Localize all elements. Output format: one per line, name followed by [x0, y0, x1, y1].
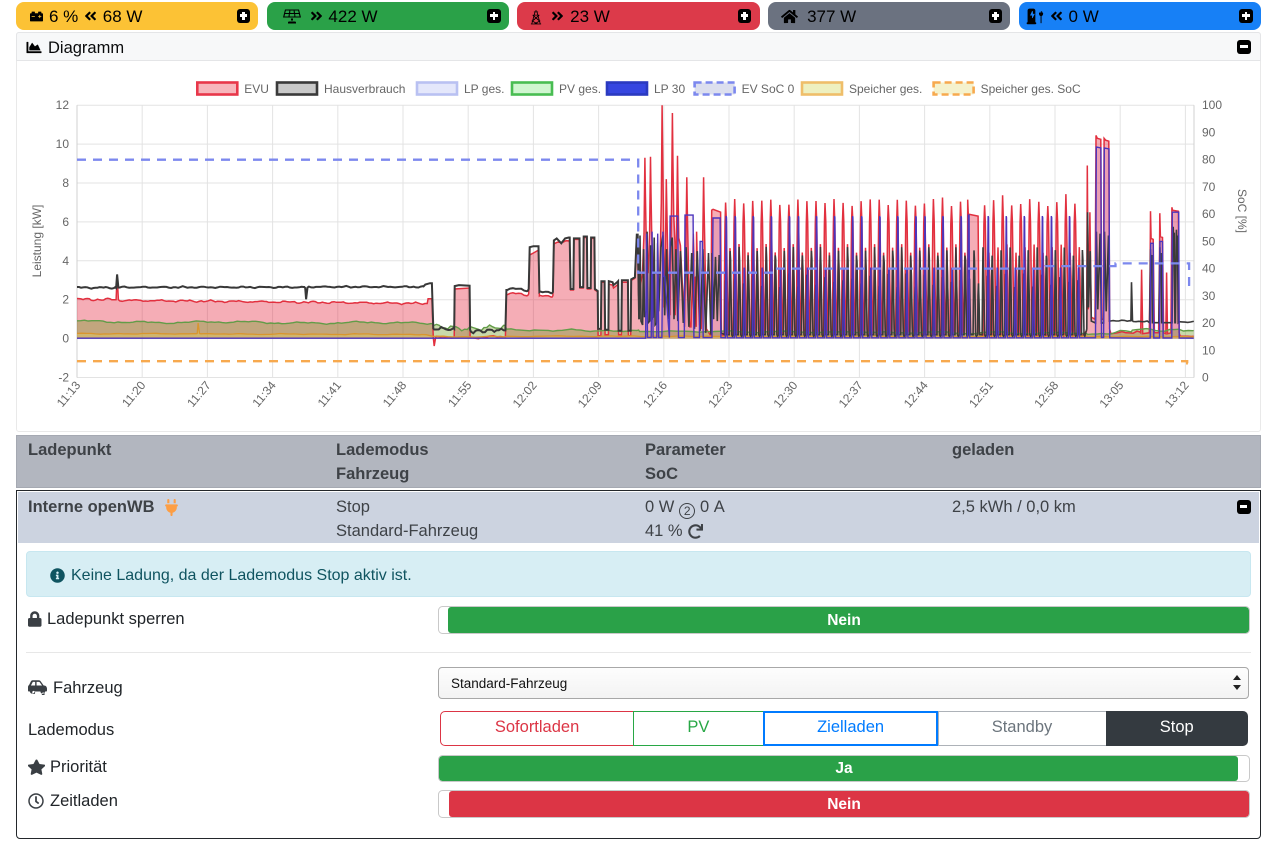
- svg-text:2: 2: [62, 293, 69, 307]
- svg-text:12:37: 12:37: [836, 378, 866, 410]
- svg-text:-2: -2: [58, 371, 69, 385]
- svg-text:12:30: 12:30: [770, 378, 800, 410]
- svg-text:11:27: 11:27: [184, 378, 214, 410]
- svg-text:12:58: 12:58: [1031, 378, 1061, 410]
- svg-text:80: 80: [1202, 153, 1216, 167]
- svg-text:EVU: EVU: [244, 82, 269, 96]
- svg-text:12:02: 12:02: [510, 378, 540, 410]
- svg-text:EV SoC 0: EV SoC 0: [742, 82, 795, 96]
- svg-text:4: 4: [62, 254, 69, 268]
- svg-text:6: 6: [62, 215, 69, 229]
- svg-text:40: 40: [1202, 262, 1216, 276]
- svg-text:12:16: 12:16: [640, 378, 670, 410]
- svg-text:10: 10: [56, 137, 70, 151]
- svg-text:LP 30: LP 30: [654, 82, 685, 96]
- svg-text:60: 60: [1202, 207, 1216, 221]
- svg-text:12:23: 12:23: [705, 378, 735, 410]
- svg-text:11:20: 11:20: [119, 378, 149, 410]
- svg-text:Leistung [kW]: Leistung [kW]: [30, 205, 44, 278]
- svg-text:12:09: 12:09: [575, 378, 605, 410]
- svg-text:0: 0: [1202, 371, 1209, 385]
- svg-text:50: 50: [1202, 234, 1216, 248]
- svg-text:12: 12: [56, 98, 70, 112]
- svg-text:11:48: 11:48: [380, 378, 410, 410]
- svg-text:13:05: 13:05: [1096, 378, 1126, 410]
- svg-text:12:44: 12:44: [901, 378, 931, 410]
- svg-text:Speicher ges. SoC: Speicher ges. SoC: [981, 82, 1081, 96]
- svg-text:30: 30: [1202, 289, 1216, 303]
- svg-text:11:55: 11:55: [445, 378, 475, 410]
- svg-text:8: 8: [62, 176, 69, 190]
- svg-text:11:41: 11:41: [315, 378, 345, 410]
- svg-text:70: 70: [1202, 180, 1216, 194]
- svg-text:LP ges.: LP ges.: [464, 82, 504, 96]
- svg-text:0: 0: [62, 332, 69, 346]
- svg-text:100: 100: [1202, 98, 1222, 112]
- svg-text:PV ges.: PV ges.: [559, 82, 601, 96]
- svg-text:20: 20: [1202, 316, 1216, 330]
- svg-text:Speicher ges.: Speicher ges.: [849, 82, 922, 96]
- svg-text:SoC [%]: SoC [%]: [1235, 189, 1249, 233]
- svg-text:12:51: 12:51: [966, 378, 996, 410]
- svg-text:10: 10: [1202, 343, 1216, 357]
- svg-text:Hausverbrauch: Hausverbrauch: [324, 82, 405, 96]
- svg-text:13:12: 13:12: [1162, 378, 1192, 410]
- svg-text:90: 90: [1202, 126, 1216, 140]
- svg-text:11:34: 11:34: [249, 378, 279, 410]
